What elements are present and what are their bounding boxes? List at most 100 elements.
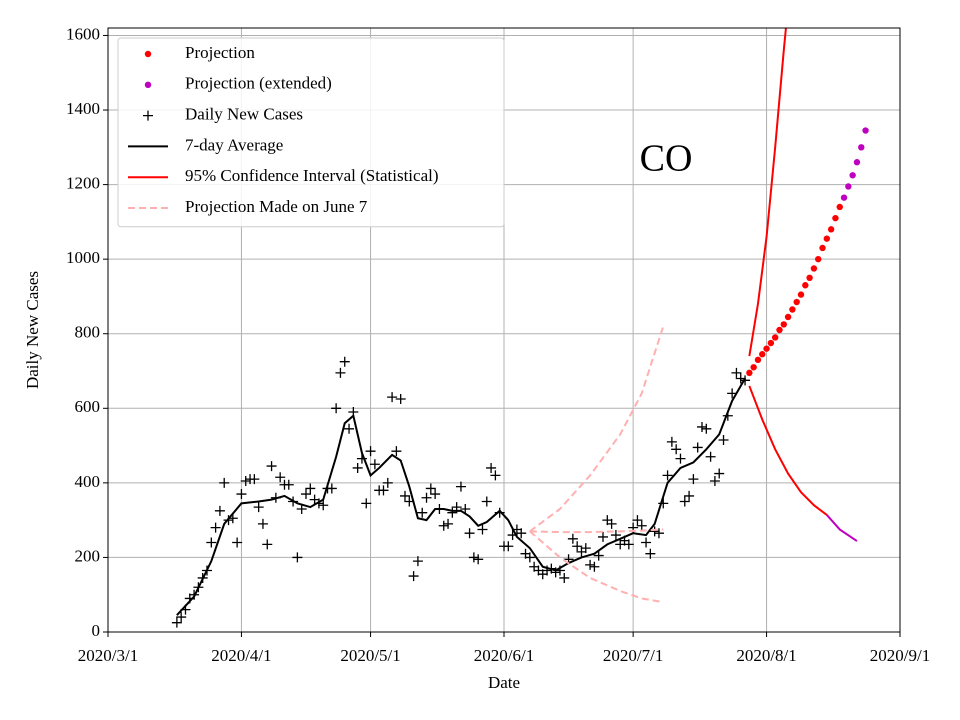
case-point [214, 505, 225, 516]
case-point [318, 500, 329, 511]
case-point [361, 498, 372, 509]
case-point [567, 533, 578, 544]
case-point [305, 483, 316, 494]
case-point [675, 453, 686, 464]
case-point [580, 543, 591, 554]
case-point [301, 489, 311, 500]
case-point [572, 541, 583, 552]
projection-point [823, 235, 831, 242]
projection-point [771, 334, 779, 341]
legend-label: 95% Confidence Interval (Statistical) [185, 166, 439, 185]
y-tick-label: 1200 [66, 173, 100, 192]
ticks: 2020/3/1 2020/4/1 2020/5/1 2020/6/1 2020/7/1… [66, 24, 930, 665]
case-point [378, 485, 389, 496]
case-point [331, 403, 342, 414]
projection-point [815, 255, 822, 263]
case-point [206, 537, 217, 548]
case-point [438, 520, 449, 531]
case-point [649, 526, 660, 537]
y-tick-label: 1400 [66, 99, 100, 118]
case-point [455, 481, 466, 492]
projection-point [853, 159, 861, 166]
case-point [641, 537, 652, 548]
case-point [593, 550, 604, 561]
series-line [748, 385, 828, 516]
case-point [344, 423, 355, 434]
series-line [826, 514, 858, 542]
projection-line [529, 528, 664, 534]
case-point [692, 442, 703, 453]
x-tick-label: 2020/5/1 [340, 646, 400, 665]
case-point [688, 474, 699, 485]
case-point [395, 393, 406, 404]
case-point [606, 518, 617, 529]
case-point [283, 479, 294, 490]
case-point [326, 483, 337, 494]
legend-label: Projection Made on June 7 [185, 197, 368, 216]
projection-point [746, 369, 753, 377]
case-point [339, 356, 350, 367]
projection-point [789, 306, 796, 313]
case-point [275, 472, 286, 483]
case-point [481, 496, 492, 507]
case-point [240, 476, 251, 486]
case-point [623, 539, 634, 550]
projection-point [819, 244, 826, 252]
case-point [632, 515, 643, 526]
case-point [292, 552, 303, 563]
projection-point [767, 339, 775, 347]
projection-point [759, 351, 766, 358]
legend-label: 7-day Average [185, 135, 283, 154]
legend-swatch [144, 81, 152, 89]
case-point [585, 559, 596, 570]
case-point [731, 367, 742, 378]
projection-point [827, 226, 835, 233]
case-point [369, 459, 380, 470]
case-point [335, 367, 346, 378]
projection-point [840, 194, 848, 201]
legend-label: Projection [185, 43, 255, 62]
y-tick-label: 1000 [66, 248, 100, 267]
case-point [589, 561, 600, 572]
case-point [718, 434, 729, 445]
case-point [464, 528, 475, 539]
case-point [460, 503, 471, 514]
case-point [709, 476, 720, 486]
x-axis-label: Date [488, 673, 520, 692]
case-point [412, 556, 423, 567]
projection-point [780, 321, 787, 328]
case-point [477, 524, 488, 535]
projection-line [529, 530, 664, 604]
case-point [658, 498, 669, 509]
projection-point [845, 183, 852, 190]
case-point [714, 468, 725, 479]
case-point [705, 451, 716, 462]
projection-line [529, 325, 665, 533]
series-line [748, 28, 787, 357]
case-point [408, 571, 419, 582]
case-point [171, 617, 182, 628]
case-point [653, 528, 664, 539]
case-point [645, 548, 656, 559]
y-tick-label: 800 [75, 323, 101, 342]
projection-point [862, 127, 869, 134]
projection-point [832, 214, 839, 222]
projection-point [797, 291, 805, 298]
projection-point [806, 274, 813, 282]
plot-area [171, 28, 869, 628]
case-point [232, 537, 243, 548]
y-tick-label: 200 [75, 546, 101, 565]
case-point [382, 477, 393, 488]
case-point [550, 567, 561, 578]
legend: Projection Projection (extended) Daily New… [117, 37, 505, 228]
case-point [598, 531, 608, 542]
projection-point [836, 203, 843, 211]
annotation: CO [640, 138, 693, 180]
case-point [473, 554, 484, 565]
projection-point [793, 298, 800, 306]
projection-point [858, 144, 865, 151]
projection-point [763, 345, 770, 352]
case-point [662, 470, 673, 481]
case-point [679, 496, 690, 507]
